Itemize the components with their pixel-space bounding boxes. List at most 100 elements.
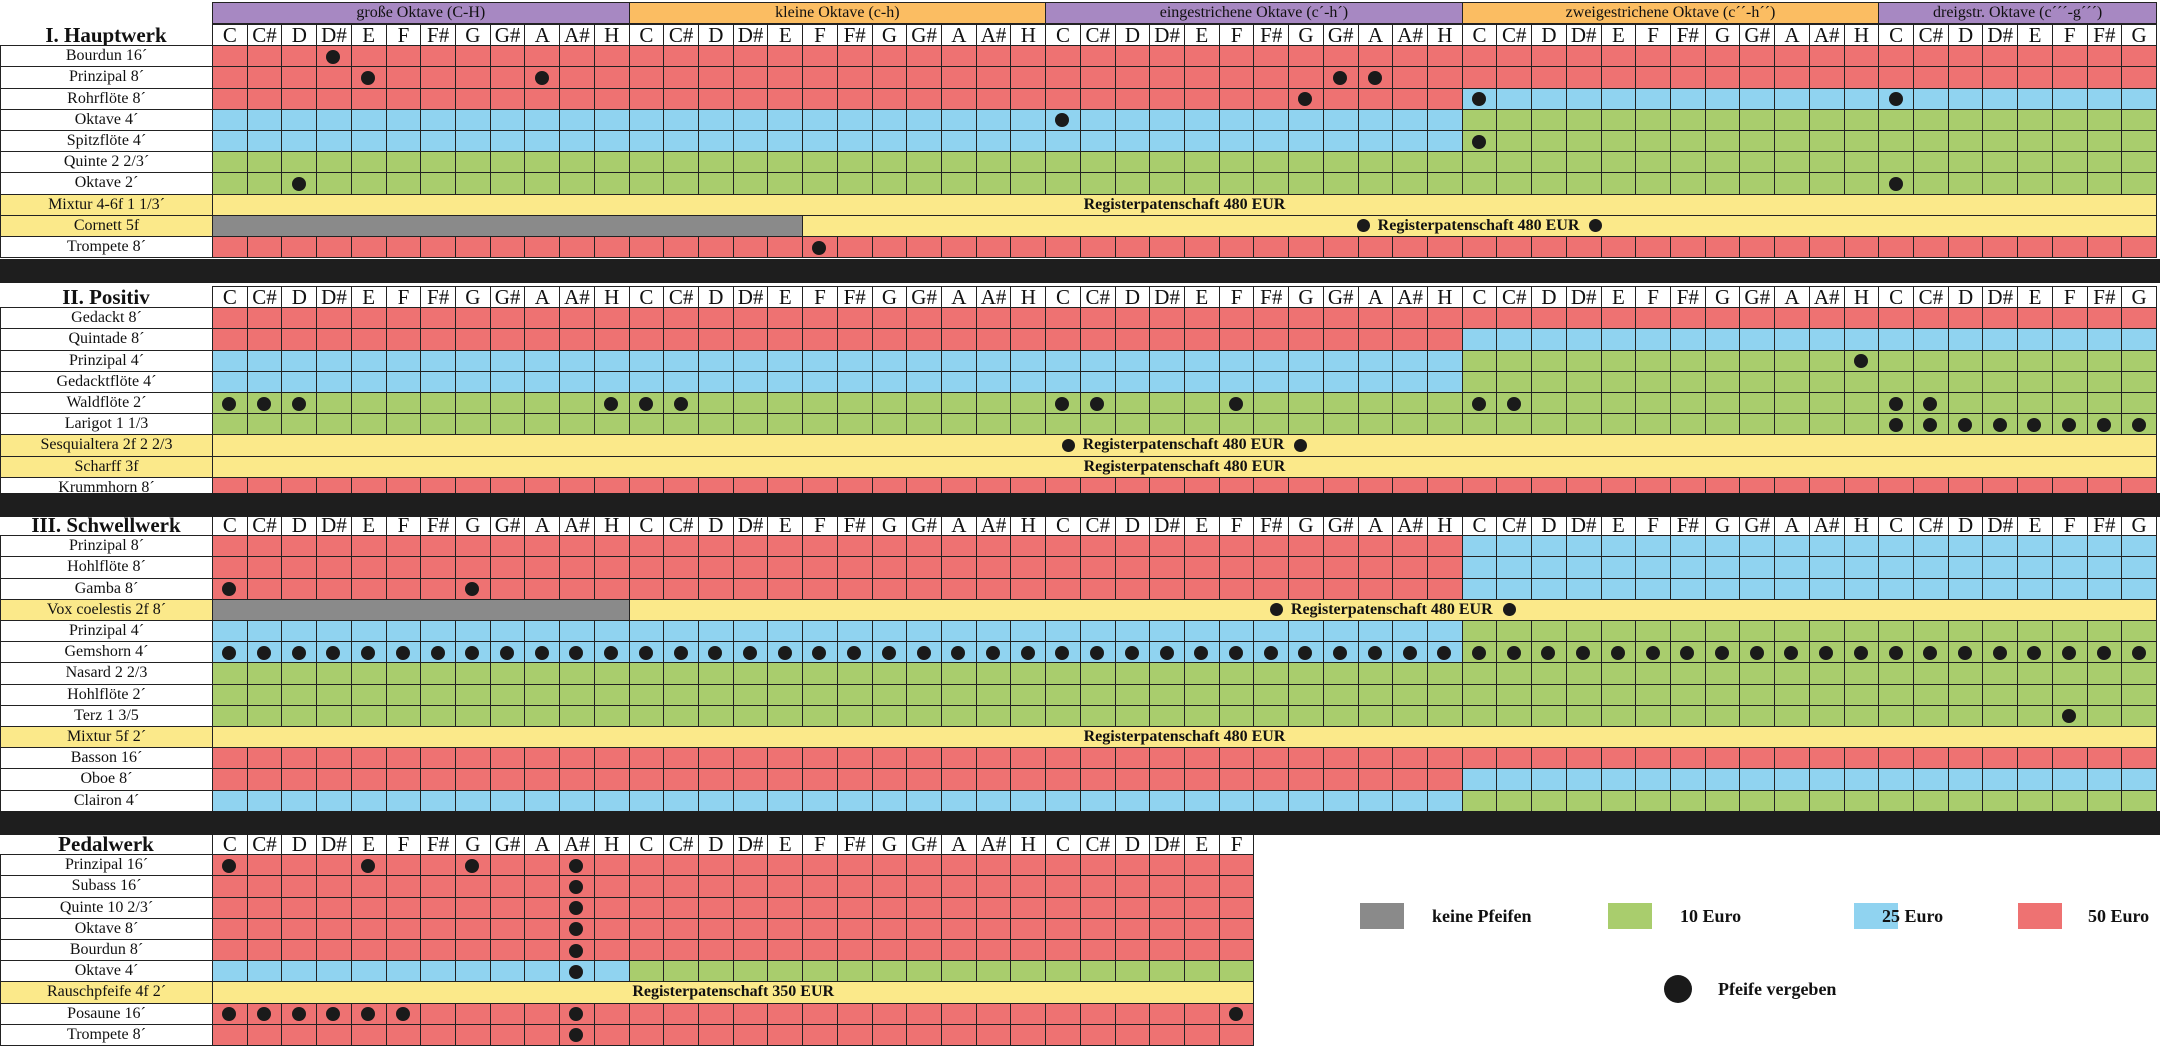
pipe-cell[interactable]	[1947, 747, 1984, 770]
pipe-cell[interactable]	[1149, 768, 1185, 791]
pipe-cell[interactable]	[1288, 789, 1324, 812]
pipe-cell[interactable]	[1010, 535, 1047, 558]
pipe-cell[interactable]	[1912, 130, 1949, 153]
pipe-cell[interactable]	[1878, 151, 1914, 174]
pipe-cell[interactable]	[975, 328, 1012, 351]
pipe-cell[interactable]	[454, 307, 491, 330]
pipe-cell[interactable]	[1426, 392, 1463, 415]
pipe-cell[interactable]	[316, 768, 352, 791]
pipe-cell[interactable]	[1843, 392, 1880, 415]
pipe-cell[interactable]	[1218, 704, 1255, 727]
pipe-cell[interactable]	[767, 151, 804, 174]
pipe-cell[interactable]	[663, 307, 699, 330]
pipe-cell[interactable]	[802, 1023, 838, 1046]
pipe-cell[interactable]	[1010, 87, 1047, 110]
pipe-cell[interactable]	[1079, 328, 1116, 351]
pipe-cell[interactable]	[559, 130, 595, 153]
pipe-cell[interactable]	[1600, 328, 1637, 351]
pipe-cell[interactable]	[1774, 45, 1810, 68]
pipe-cell[interactable]	[663, 939, 699, 962]
pipe-cell[interactable]	[663, 789, 699, 812]
pipe-cell[interactable]	[906, 45, 942, 68]
pipe-cell[interactable]	[1912, 307, 1949, 330]
pipe-cell[interactable]	[593, 130, 630, 153]
pipe-cell[interactable]	[697, 896, 734, 919]
pipe-cell[interactable]	[420, 875, 456, 898]
pipe-cell[interactable]	[1878, 349, 1914, 372]
pipe-cell[interactable]	[593, 108, 630, 131]
pipe-cell[interactable]	[697, 917, 734, 940]
pipe-cell[interactable]	[1669, 236, 1706, 259]
pipe-cell[interactable]	[1392, 151, 1428, 174]
pipe-cell[interactable]	[1010, 704, 1047, 727]
pipe-cell[interactable]	[246, 896, 283, 919]
pipe-cell[interactable]	[350, 939, 387, 962]
pipe-cell[interactable]	[802, 854, 838, 877]
pipe-cell[interactable]	[732, 328, 769, 351]
pipe-cell[interactable]	[628, 854, 665, 877]
pipe-cell[interactable]	[836, 1023, 873, 1046]
pipe-cell[interactable]	[246, 577, 283, 600]
pipe-cell[interactable]	[246, 939, 283, 962]
pipe-cell[interactable]	[1079, 662, 1116, 685]
pipe-cell[interactable]	[1392, 108, 1428, 131]
pipe-cell[interactable]	[802, 917, 838, 940]
pipe-cell[interactable]	[1322, 620, 1359, 643]
pipe-cell[interactable]	[1288, 747, 1324, 770]
pipe-cell[interactable]	[1149, 577, 1185, 600]
pipe-cell[interactable]	[1704, 370, 1741, 393]
pipe-cell[interactable]	[1392, 768, 1428, 791]
pipe-cell[interactable]	[593, 413, 630, 436]
pipe-cell[interactable]	[1912, 108, 1949, 131]
pipe-cell[interactable]	[940, 66, 977, 89]
pipe-cell[interactable]	[1183, 392, 1220, 415]
pipe-cell[interactable]	[1045, 172, 1081, 195]
pipe-cell[interactable]	[1114, 151, 1151, 174]
pipe-cell[interactable]	[732, 535, 769, 558]
pipe-cell[interactable]	[1982, 87, 2019, 110]
pipe-cell[interactable]	[871, 370, 908, 393]
pipe-cell[interactable]	[975, 875, 1012, 898]
pipe-cell[interactable]	[559, 328, 595, 351]
pipe-cell[interactable]	[489, 556, 526, 579]
pipe-cell[interactable]	[2121, 392, 2157, 415]
pipe-cell[interactable]	[697, 66, 734, 89]
pipe-cell[interactable]	[906, 662, 942, 685]
pipe-cell[interactable]	[1149, 413, 1185, 436]
pipe-cell[interactable]	[1947, 556, 1984, 579]
pipe-cell[interactable]	[1114, 1002, 1151, 1025]
pipe-cell[interactable]	[2086, 66, 2123, 89]
pipe-cell[interactable]	[489, 535, 526, 558]
pipe-cell[interactable]	[2086, 392, 2123, 415]
pipe-cell[interactable]	[1426, 577, 1463, 600]
pipe-cell[interactable]	[628, 130, 665, 153]
pipe-cell[interactable]	[559, 662, 595, 685]
pipe-cell[interactable]	[1843, 236, 1880, 259]
pipe-cell[interactable]	[663, 108, 699, 131]
pipe-cell[interactable]	[1878, 704, 1914, 727]
pipe-cell[interactable]	[1288, 768, 1324, 791]
pipe-cell[interactable]	[940, 392, 977, 415]
pipe-cell[interactable]	[593, 87, 630, 110]
pipe-cell[interactable]	[350, 45, 387, 68]
pipe-cell[interactable]	[1357, 370, 1394, 393]
pipe-cell[interactable]	[559, 151, 595, 174]
pipe-cell[interactable]	[1600, 556, 1637, 579]
pipe-cell[interactable]	[2051, 370, 2088, 393]
pipe-cell[interactable]	[2086, 307, 2123, 330]
register-sponsorship-bar[interactable]: Registerpatenschaft 480 EUR	[212, 455, 2157, 478]
pipe-cell[interactable]	[1531, 45, 1567, 68]
pipe-cell[interactable]	[281, 328, 318, 351]
pipe-cell[interactable]	[836, 662, 873, 685]
pipe-cell[interactable]	[1045, 307, 1081, 330]
pipe-cell[interactable]	[1426, 151, 1463, 174]
pipe-cell[interactable]	[906, 108, 942, 131]
pipe-cell[interactable]	[1669, 108, 1706, 131]
pipe-cell[interactable]	[1149, 789, 1185, 812]
pipe-cell[interactable]	[420, 662, 456, 685]
pipe-cell[interactable]	[836, 577, 873, 600]
pipe-cell[interactable]	[1010, 349, 1047, 372]
pipe-cell[interactable]	[1531, 307, 1567, 330]
pipe-cell[interactable]	[732, 349, 769, 372]
pipe-cell[interactable]	[1357, 349, 1394, 372]
